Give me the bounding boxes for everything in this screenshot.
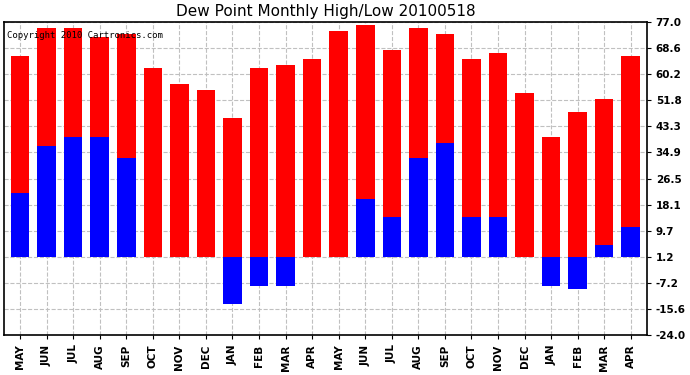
Bar [11,192,30,257]
Title: Dew Point Monthly High/Low 20100518: Dew Point Monthly High/Low 20100518 [176,4,475,19]
Bar [37,146,56,257]
Bar [542,257,560,286]
Bar [64,136,83,257]
Bar [276,65,295,257]
Bar [11,56,30,257]
Bar [409,158,428,257]
Bar [356,25,375,257]
Bar [144,68,162,257]
Text: Copyright 2010 Cartronics.com: Copyright 2010 Cartronics.com [8,31,164,40]
Bar [117,34,136,257]
Bar [64,28,83,257]
Bar [117,158,136,257]
Bar [382,50,401,257]
Bar [276,257,295,286]
Bar [303,59,322,257]
Bar [90,136,109,257]
Bar [435,143,454,257]
Bar [250,257,268,286]
Bar [569,257,587,289]
Bar [542,136,560,257]
Bar [622,227,640,257]
Bar [37,28,56,257]
Bar [170,84,188,257]
Bar [409,28,428,257]
Bar [223,118,241,257]
Bar [515,93,534,257]
Bar [489,53,507,257]
Bar [462,59,481,257]
Bar [250,68,268,257]
Bar [197,90,215,257]
Bar [435,34,454,257]
Bar [462,217,481,257]
Bar [90,37,109,257]
Bar [223,257,241,304]
Bar [356,199,375,257]
Bar [595,245,613,257]
Bar [595,99,613,257]
Bar [569,112,587,257]
Bar [382,217,401,257]
Bar [489,217,507,257]
Bar [622,56,640,257]
Bar [329,31,348,257]
